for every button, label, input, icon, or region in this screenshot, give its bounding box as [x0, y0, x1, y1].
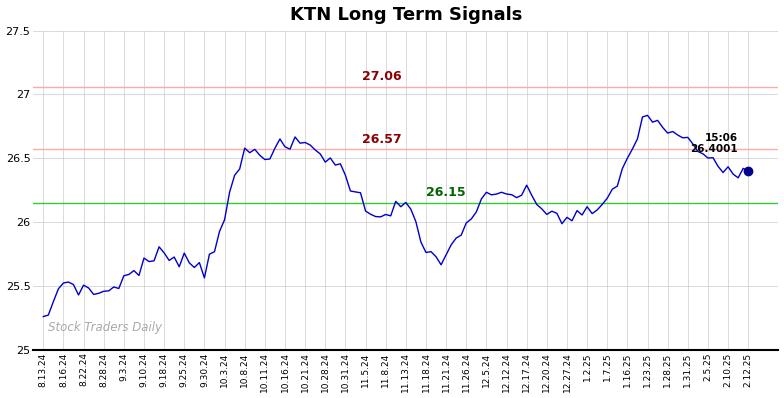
Text: 26.15: 26.15 — [426, 186, 466, 199]
Text: 15:06
26.4001: 15:06 26.4001 — [691, 133, 739, 154]
Text: 27.06: 27.06 — [362, 70, 401, 83]
Text: Stock Traders Daily: Stock Traders Daily — [48, 321, 162, 334]
Text: 26.57: 26.57 — [362, 133, 401, 146]
Title: KTN Long Term Signals: KTN Long Term Signals — [289, 6, 522, 23]
